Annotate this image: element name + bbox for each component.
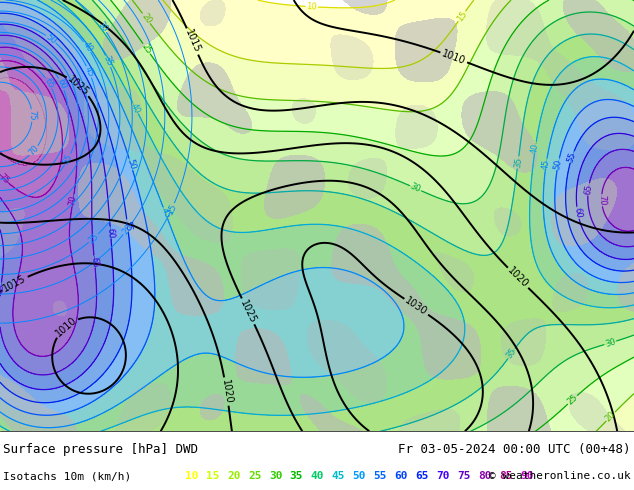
Text: 20: 20 (227, 471, 240, 481)
Text: 65: 65 (0, 283, 6, 294)
Text: 85: 85 (499, 471, 512, 481)
Text: 30: 30 (96, 20, 110, 34)
Text: 10: 10 (306, 2, 317, 11)
Text: 20: 20 (139, 12, 153, 25)
Text: 1020: 1020 (506, 266, 530, 290)
Text: 40: 40 (129, 101, 142, 115)
Text: Fr 03-05-2024 00:00 UTC (00+48): Fr 03-05-2024 00:00 UTC (00+48) (398, 443, 631, 456)
Text: 65: 65 (42, 76, 55, 90)
Text: 40: 40 (530, 142, 541, 154)
Text: 55: 55 (373, 471, 387, 481)
Text: 15: 15 (206, 471, 219, 481)
Text: 90: 90 (520, 471, 533, 481)
Text: 50: 50 (353, 471, 366, 481)
Text: 30: 30 (604, 337, 617, 349)
Text: 70: 70 (68, 195, 79, 206)
Text: Surface pressure [hPa] DWD: Surface pressure [hPa] DWD (3, 443, 198, 456)
Text: 1010: 1010 (53, 315, 79, 339)
Text: 40: 40 (311, 471, 324, 481)
Text: 1015: 1015 (2, 273, 28, 294)
Text: 35: 35 (513, 156, 523, 168)
Text: 25: 25 (87, 231, 101, 245)
Text: 25: 25 (566, 393, 579, 407)
Text: 40: 40 (81, 40, 94, 54)
Text: 70: 70 (436, 471, 450, 481)
Text: 20: 20 (120, 222, 134, 236)
Text: 15: 15 (165, 202, 178, 216)
Text: 55: 55 (566, 150, 578, 163)
Text: 1030: 1030 (403, 296, 429, 318)
Text: 45: 45 (159, 206, 171, 220)
Text: 75: 75 (457, 471, 470, 481)
Text: 50: 50 (125, 158, 137, 171)
Text: 70: 70 (27, 144, 41, 158)
Text: 25: 25 (140, 42, 153, 55)
Text: 35: 35 (505, 347, 518, 361)
Text: 30: 30 (269, 471, 282, 481)
Text: 45: 45 (83, 65, 95, 78)
Text: 65: 65 (415, 471, 429, 481)
Text: Isotachs 10m (km/h): Isotachs 10m (km/h) (3, 471, 138, 481)
Text: 35: 35 (290, 471, 303, 481)
Text: 20: 20 (604, 410, 618, 423)
Text: 60: 60 (55, 77, 68, 91)
Text: 10: 10 (185, 471, 198, 481)
Text: 65: 65 (583, 184, 593, 195)
Text: 45: 45 (332, 471, 345, 481)
Text: © weatheronline.co.uk: © weatheronline.co.uk (489, 471, 631, 481)
Text: 75: 75 (27, 110, 37, 121)
Text: 1025: 1025 (66, 74, 91, 98)
Text: 35: 35 (102, 54, 114, 68)
Text: 50: 50 (44, 32, 58, 46)
Text: 1015: 1015 (183, 28, 202, 55)
Text: 50: 50 (553, 158, 564, 170)
Text: 65: 65 (89, 256, 100, 268)
Text: 60: 60 (394, 471, 408, 481)
Text: 60: 60 (573, 207, 583, 219)
Text: 60: 60 (106, 227, 115, 238)
Text: 15: 15 (455, 9, 469, 23)
Text: 1025: 1025 (238, 298, 258, 325)
Text: 30: 30 (409, 182, 422, 195)
Text: 25: 25 (248, 471, 261, 481)
Text: 45: 45 (541, 158, 552, 170)
Text: 55: 55 (61, 152, 74, 166)
Text: 70: 70 (597, 195, 606, 206)
Text: 1010: 1010 (441, 49, 467, 66)
Text: 55: 55 (122, 220, 133, 231)
Text: 80: 80 (478, 471, 491, 481)
Text: 75: 75 (0, 172, 11, 186)
Text: 1020: 1020 (220, 379, 233, 404)
